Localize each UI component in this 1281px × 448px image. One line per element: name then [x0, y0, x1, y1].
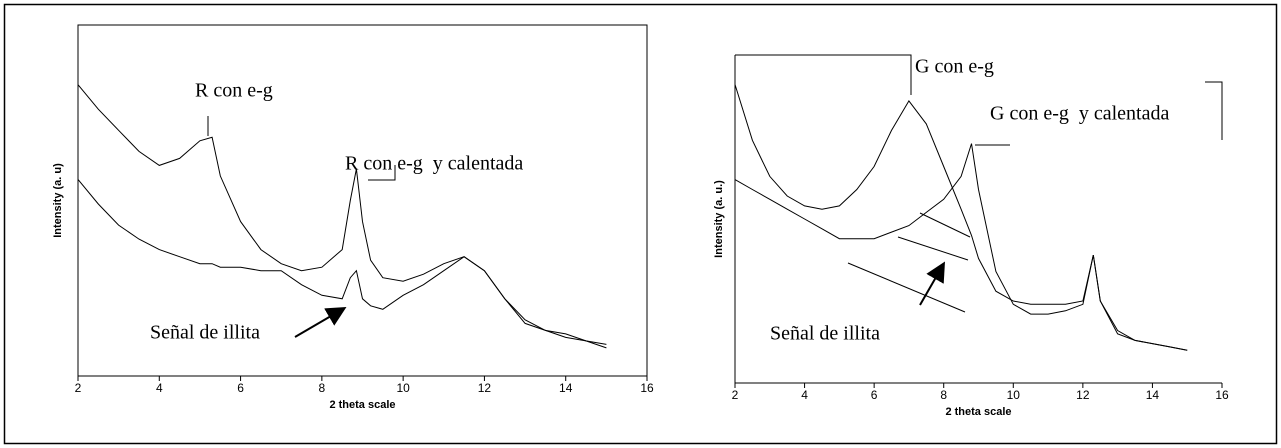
data-line	[734, 143, 1188, 351]
x-tick-label: 8	[319, 381, 326, 395]
x-tick-label: 16	[1215, 388, 1229, 402]
data-line	[77, 179, 607, 349]
x-tick-label: 14	[559, 381, 573, 395]
data-line	[734, 84, 1188, 351]
x-axis-label: 2 theta scale	[329, 399, 395, 411]
x-tick-label: 6	[237, 381, 244, 395]
x-tick-label: 2	[732, 388, 739, 402]
x-axis-label: 2 theta scale	[945, 406, 1011, 418]
x-tick-label: 12	[478, 381, 492, 395]
annotation: G con e-g y calentada	[990, 103, 1169, 125]
plot-frame	[77, 24, 648, 377]
y-axis-label: Intensity (a. u)	[52, 163, 64, 238]
x-tick-label: 6	[871, 388, 878, 402]
annotation: Señal de illita	[770, 323, 880, 345]
x-tick-label: 12	[1076, 388, 1090, 402]
x-tick-label: 8	[940, 388, 947, 402]
figure-border	[3, 3, 1278, 445]
annotation: Señal de illita	[150, 322, 260, 344]
y-axis-label: Intensity (a. u.)	[713, 180, 725, 258]
annotation: R con e-g	[195, 80, 273, 102]
x-tick-label: 4	[156, 381, 163, 395]
annotation: R con e-g y calentada	[345, 153, 523, 175]
x-tick-label: 4	[801, 388, 808, 402]
x-tick-label: 14	[1146, 388, 1160, 402]
x-tick-label: 10	[1007, 388, 1021, 402]
annotation-lines	[207, 54, 1223, 338]
data-line	[77, 84, 607, 345]
x-tick-label: 2	[75, 381, 82, 395]
x-tick-label: 16	[640, 381, 654, 395]
x-tick-label: 10	[396, 381, 410, 395]
annotation: G con e-g	[915, 56, 994, 78]
